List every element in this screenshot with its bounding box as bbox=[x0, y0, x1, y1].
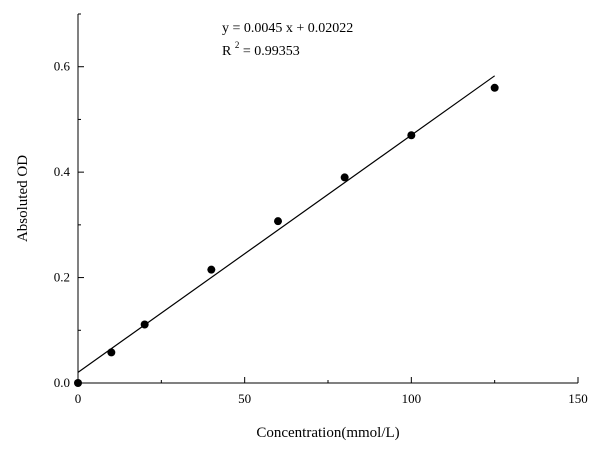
fit-layer bbox=[77, 75, 496, 373]
r-squared-exponent: 2 bbox=[235, 40, 240, 50]
r-squared-symbol: R bbox=[222, 44, 232, 59]
y-tick-label: 0.0 bbox=[54, 375, 70, 390]
equation-annotation: y = 0.0045 x + 0.02022 bbox=[222, 21, 353, 36]
x-tick-label: 50 bbox=[238, 391, 251, 406]
axes-frame bbox=[77, 14, 578, 384]
r-squared-value: = 0.99353 bbox=[243, 44, 300, 59]
regression-line bbox=[77, 75, 496, 373]
y-tick-label: 0.4 bbox=[54, 164, 71, 179]
x-axis-title: Concentration(mmol/L) bbox=[256, 425, 399, 441]
data-point bbox=[407, 131, 416, 140]
data-point bbox=[274, 217, 282, 226]
data-point bbox=[74, 379, 82, 387]
r-squared-annotation: R 2 = 0.99353 bbox=[222, 37, 300, 59]
data-point bbox=[140, 320, 149, 329]
x-tick-label: 100 bbox=[402, 391, 422, 406]
x-tick-label: 0 bbox=[75, 391, 82, 406]
data-point bbox=[207, 265, 216, 274]
y-axis-title: Absoluted OD bbox=[15, 155, 31, 242]
y-ticks: 0.0 0.2 0.4 0.6 bbox=[54, 13, 84, 390]
data-point bbox=[340, 173, 349, 182]
data-point bbox=[107, 348, 116, 357]
x-tick-label: 150 bbox=[568, 391, 588, 406]
y-tick-label: 0.2 bbox=[54, 270, 70, 285]
data-point bbox=[490, 83, 499, 92]
x-ticks: 0 50 100 150 bbox=[75, 377, 588, 406]
points-layer bbox=[74, 83, 499, 387]
y-tick-label: 0.6 bbox=[54, 59, 71, 74]
